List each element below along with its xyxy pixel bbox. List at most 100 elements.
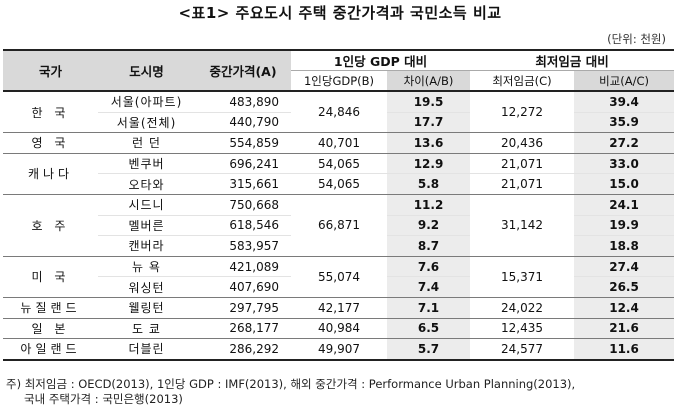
gdp-ratio-cell: 11.2 [387,194,471,216]
wage-ratio-cell: 35.9 [574,112,675,134]
country-cell: 미 국 [3,256,98,298]
wage-ratio-cell: 26.5 [574,276,675,298]
median-price-cell: 483,890 [195,91,291,113]
table-row: 오타와 315,661 54,065 5.8 21,071 15.0 [3,173,675,195]
median-price-cell: 750,668 [195,194,291,216]
median-price-cell: 583,957 [195,235,291,257]
gdp-ratio-cell: 17.7 [387,112,471,134]
table-title: <표1> 주요도시 주택 중간가격과 국민소득 비교 [178,4,502,22]
gdp-per-capita-cell: 66,871 [291,194,387,257]
table-row: 호 주 시드니 750,668 66,871 11.2 31,142 24.1 [3,194,675,257]
wage-ratio-cell: 19.9 [574,215,675,237]
min-wage-cell: 12,435 [470,318,575,340]
city-cell: 워싱턴 [98,276,195,298]
median-price-cell: 618,546 [195,215,291,237]
gdp-ratio-cell: 19.5 [387,91,471,113]
header-wage-ratio: 비교(A/C) [574,70,675,92]
min-wage-cell: 31,142 [470,194,575,257]
table-row: 아일랜드 더블린 286,292 49,907 5.7 24,577 11.6 [3,338,675,361]
gdp-per-capita-cell: 54,065 [291,153,387,175]
city-cell: 뉴 욕 [98,256,195,278]
gdp-per-capita-cell: 42,177 [291,297,387,319]
gdp-per-capita-cell: 40,984 [291,318,387,340]
header-wage-group: 최저임금 대비 [470,49,675,71]
city-cell: 웰링턴 [98,297,195,319]
city-cell: 도 쿄 [98,318,195,340]
country-cell: 아일랜드 [3,338,98,361]
gdp-ratio-cell: 9.2 [387,215,471,237]
median-price-cell: 554,859 [195,132,291,154]
wage-ratio-cell: 21.6 [574,318,675,340]
wage-ratio-cell: 27.4 [574,256,675,278]
median-price-cell: 440,790 [195,112,291,134]
min-wage-cell: 21,071 [470,153,575,175]
table-row: 캔버라 583,957 8.7 18.8 [3,235,675,257]
unit-label: (단위: 천원) [607,32,666,46]
city-cell: 더블린 [98,338,195,361]
median-price-cell: 268,177 [195,318,291,340]
city-cell: 캔버라 [98,235,195,257]
footnote-line: 국내 주택가격 : 국민은행(2013) [24,392,183,406]
wage-ratio-cell: 12.4 [574,297,675,319]
table-row: 서울(전체) 440,790 17.7 35.9 [3,112,675,134]
country-cell: 호 주 [3,194,98,257]
table-body: 한 국 서울(아파트) 483,890 24,846 19.5 12,272 39.4 서울(… [3,91,675,361]
wage-ratio-cell: 33.0 [574,153,675,175]
gdp-ratio-cell: 7.1 [387,297,471,319]
header-country: 국가 [3,49,98,92]
gdp-ratio-cell: 5.7 [387,338,471,361]
footnote-line: 주) 최저임금 : OECD(2013), 1인당 GDP : IMF(2013… [6,377,576,391]
median-price-cell: 407,690 [195,276,291,298]
gdp-ratio-cell: 6.5 [387,318,471,340]
gdp-per-capita-cell: 55,074 [291,256,387,298]
gdp-ratio-cell: 12.9 [387,153,471,175]
country-cell: 한 국 [3,91,98,134]
wage-ratio-cell: 11.6 [574,338,675,361]
header-median-price: 중간가격(A) [195,49,291,92]
gdp-ratio-cell: 5.8 [387,173,471,195]
gdp-ratio-cell: 7.6 [387,256,471,278]
median-price-cell: 696,241 [195,153,291,175]
country-cell: 캐나다 [3,153,98,195]
table-row: 뉴질랜드 웰링턴 297,795 42,177 7.1 24,022 12.4 [3,297,675,319]
table-row: 워싱턴 407,690 7.4 26.5 [3,276,675,298]
city-cell: 벤쿠버 [98,153,195,175]
country-cell: 뉴질랜드 [3,297,98,319]
header-gdp-per-capita: 1인당GDP(B) [291,70,387,92]
wage-ratio-cell: 39.4 [574,91,675,113]
table-row: 멜버른 618,546 9.2 19.9 [3,215,675,237]
median-price-cell: 421,089 [195,256,291,278]
wage-ratio-cell: 24.1 [574,194,675,216]
wage-ratio-cell: 27.2 [574,132,675,154]
wage-ratio-cell: 18.8 [574,235,675,257]
min-wage-cell: 24,577 [470,338,575,361]
country-cell: 일 본 [3,318,98,340]
table-row: 캐나다 벤쿠버 696,241 54,065 12.9 21,071 33.0 [3,153,675,195]
gdp-ratio-cell: 7.4 [387,276,471,298]
gdp-per-capita-cell: 49,907 [291,338,387,361]
city-cell: 시드니 [98,194,195,216]
city-cell: 멜버른 [98,215,195,237]
city-cell: 런 던 [98,132,195,154]
median-price-cell: 297,795 [195,297,291,319]
header-gdp-group: 1인당 GDP 대비 [291,49,471,71]
header-min-wage: 최저임금(C) [470,70,575,92]
min-wage-cell: 24,022 [470,297,575,319]
gdp-per-capita-cell: 54,065 [291,173,387,195]
country-cell: 영 국 [3,132,98,154]
gdp-per-capita-cell: 40,701 [291,132,387,154]
min-wage-cell: 21,071 [470,173,575,195]
gdp-ratio-cell: 13.6 [387,132,471,154]
price-income-table: 국가 도시명 중간가격(A) 1인당 GDP 대비 최저임금 대비 1인당GDP… [3,49,675,361]
median-price-cell: 315,661 [195,173,291,195]
header-gdp-ratio: 차이(A/B) [387,70,471,92]
city-cell: 오타와 [98,173,195,195]
city-cell: 서울(전체) [98,112,195,134]
min-wage-cell: 15,371 [470,256,575,298]
min-wage-cell: 12,272 [470,91,575,134]
header-city: 도시명 [98,49,195,92]
footnotes: 주) 최저임금 : OECD(2013), 1인당 GDP : IMF(2013… [6,377,575,407]
